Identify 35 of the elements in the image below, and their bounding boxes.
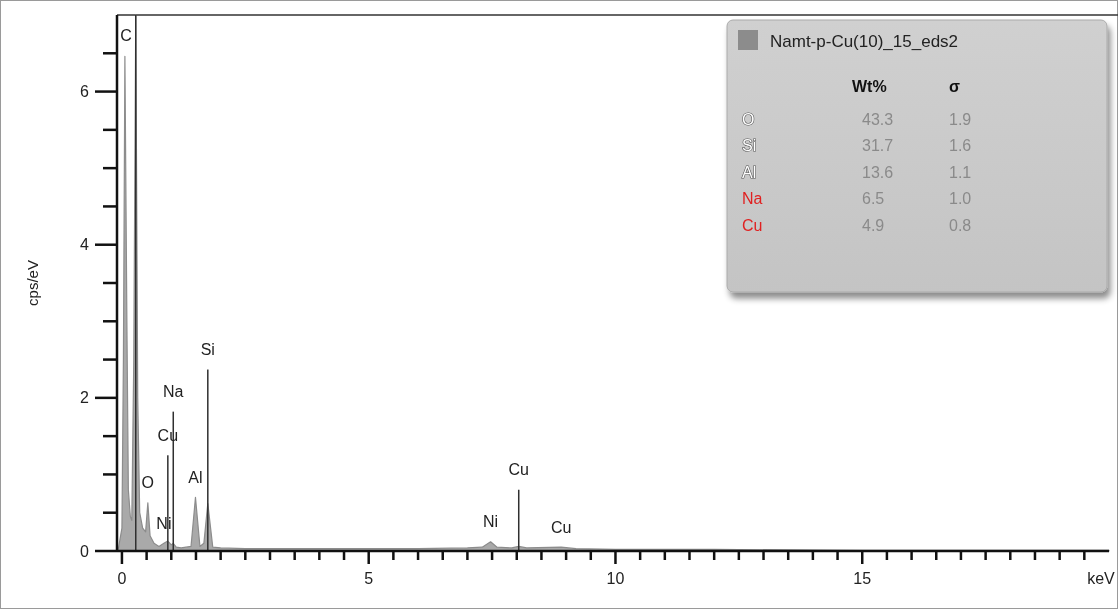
x-tick-label: 15 xyxy=(853,570,872,587)
annotation: Cu xyxy=(742,216,763,234)
annotation: Cu xyxy=(550,518,572,536)
annotation: O xyxy=(141,474,155,492)
annotation: Si xyxy=(200,341,215,359)
annotation: Cu xyxy=(508,461,529,479)
annotation: 1.6 xyxy=(949,137,972,154)
annotation: 13.6 xyxy=(862,163,894,181)
annotation: C xyxy=(120,26,132,44)
annotation: 1.1 xyxy=(949,163,972,181)
annotation: σ xyxy=(949,77,960,95)
annotation: Al xyxy=(188,468,203,486)
annotation: 4.9 xyxy=(862,216,885,234)
y-tick-label: 2 xyxy=(80,389,90,407)
annotation: 6.5 xyxy=(862,190,885,207)
annotation: Na xyxy=(742,190,763,207)
y-tick-label: 6 xyxy=(80,83,90,101)
annotation: 1.0 xyxy=(949,190,972,207)
y-tick-label: 4 xyxy=(80,236,90,254)
annotation: 31.7 xyxy=(862,137,894,154)
annotation: Na xyxy=(163,383,184,401)
x-axis-title: keV xyxy=(1087,570,1116,587)
annotation: 43.3 xyxy=(862,110,894,128)
annotation: Wt% xyxy=(852,77,887,95)
y-tick-label: 0 xyxy=(80,542,90,560)
x-tick-label: 5 xyxy=(364,570,374,587)
annotation: Ni xyxy=(483,513,499,531)
legend-label: Namt-p-Cu(10)_15_eds2 xyxy=(770,31,959,51)
annotation: 1.9 xyxy=(949,110,972,128)
annotation: O xyxy=(742,110,755,128)
y-axis-title: cps/eV xyxy=(24,260,41,306)
annotation: 0.8 xyxy=(949,216,972,234)
x-tick-label: 0 xyxy=(117,570,127,587)
x-tick-label: 10 xyxy=(606,570,625,587)
annotation: Si xyxy=(742,137,757,154)
